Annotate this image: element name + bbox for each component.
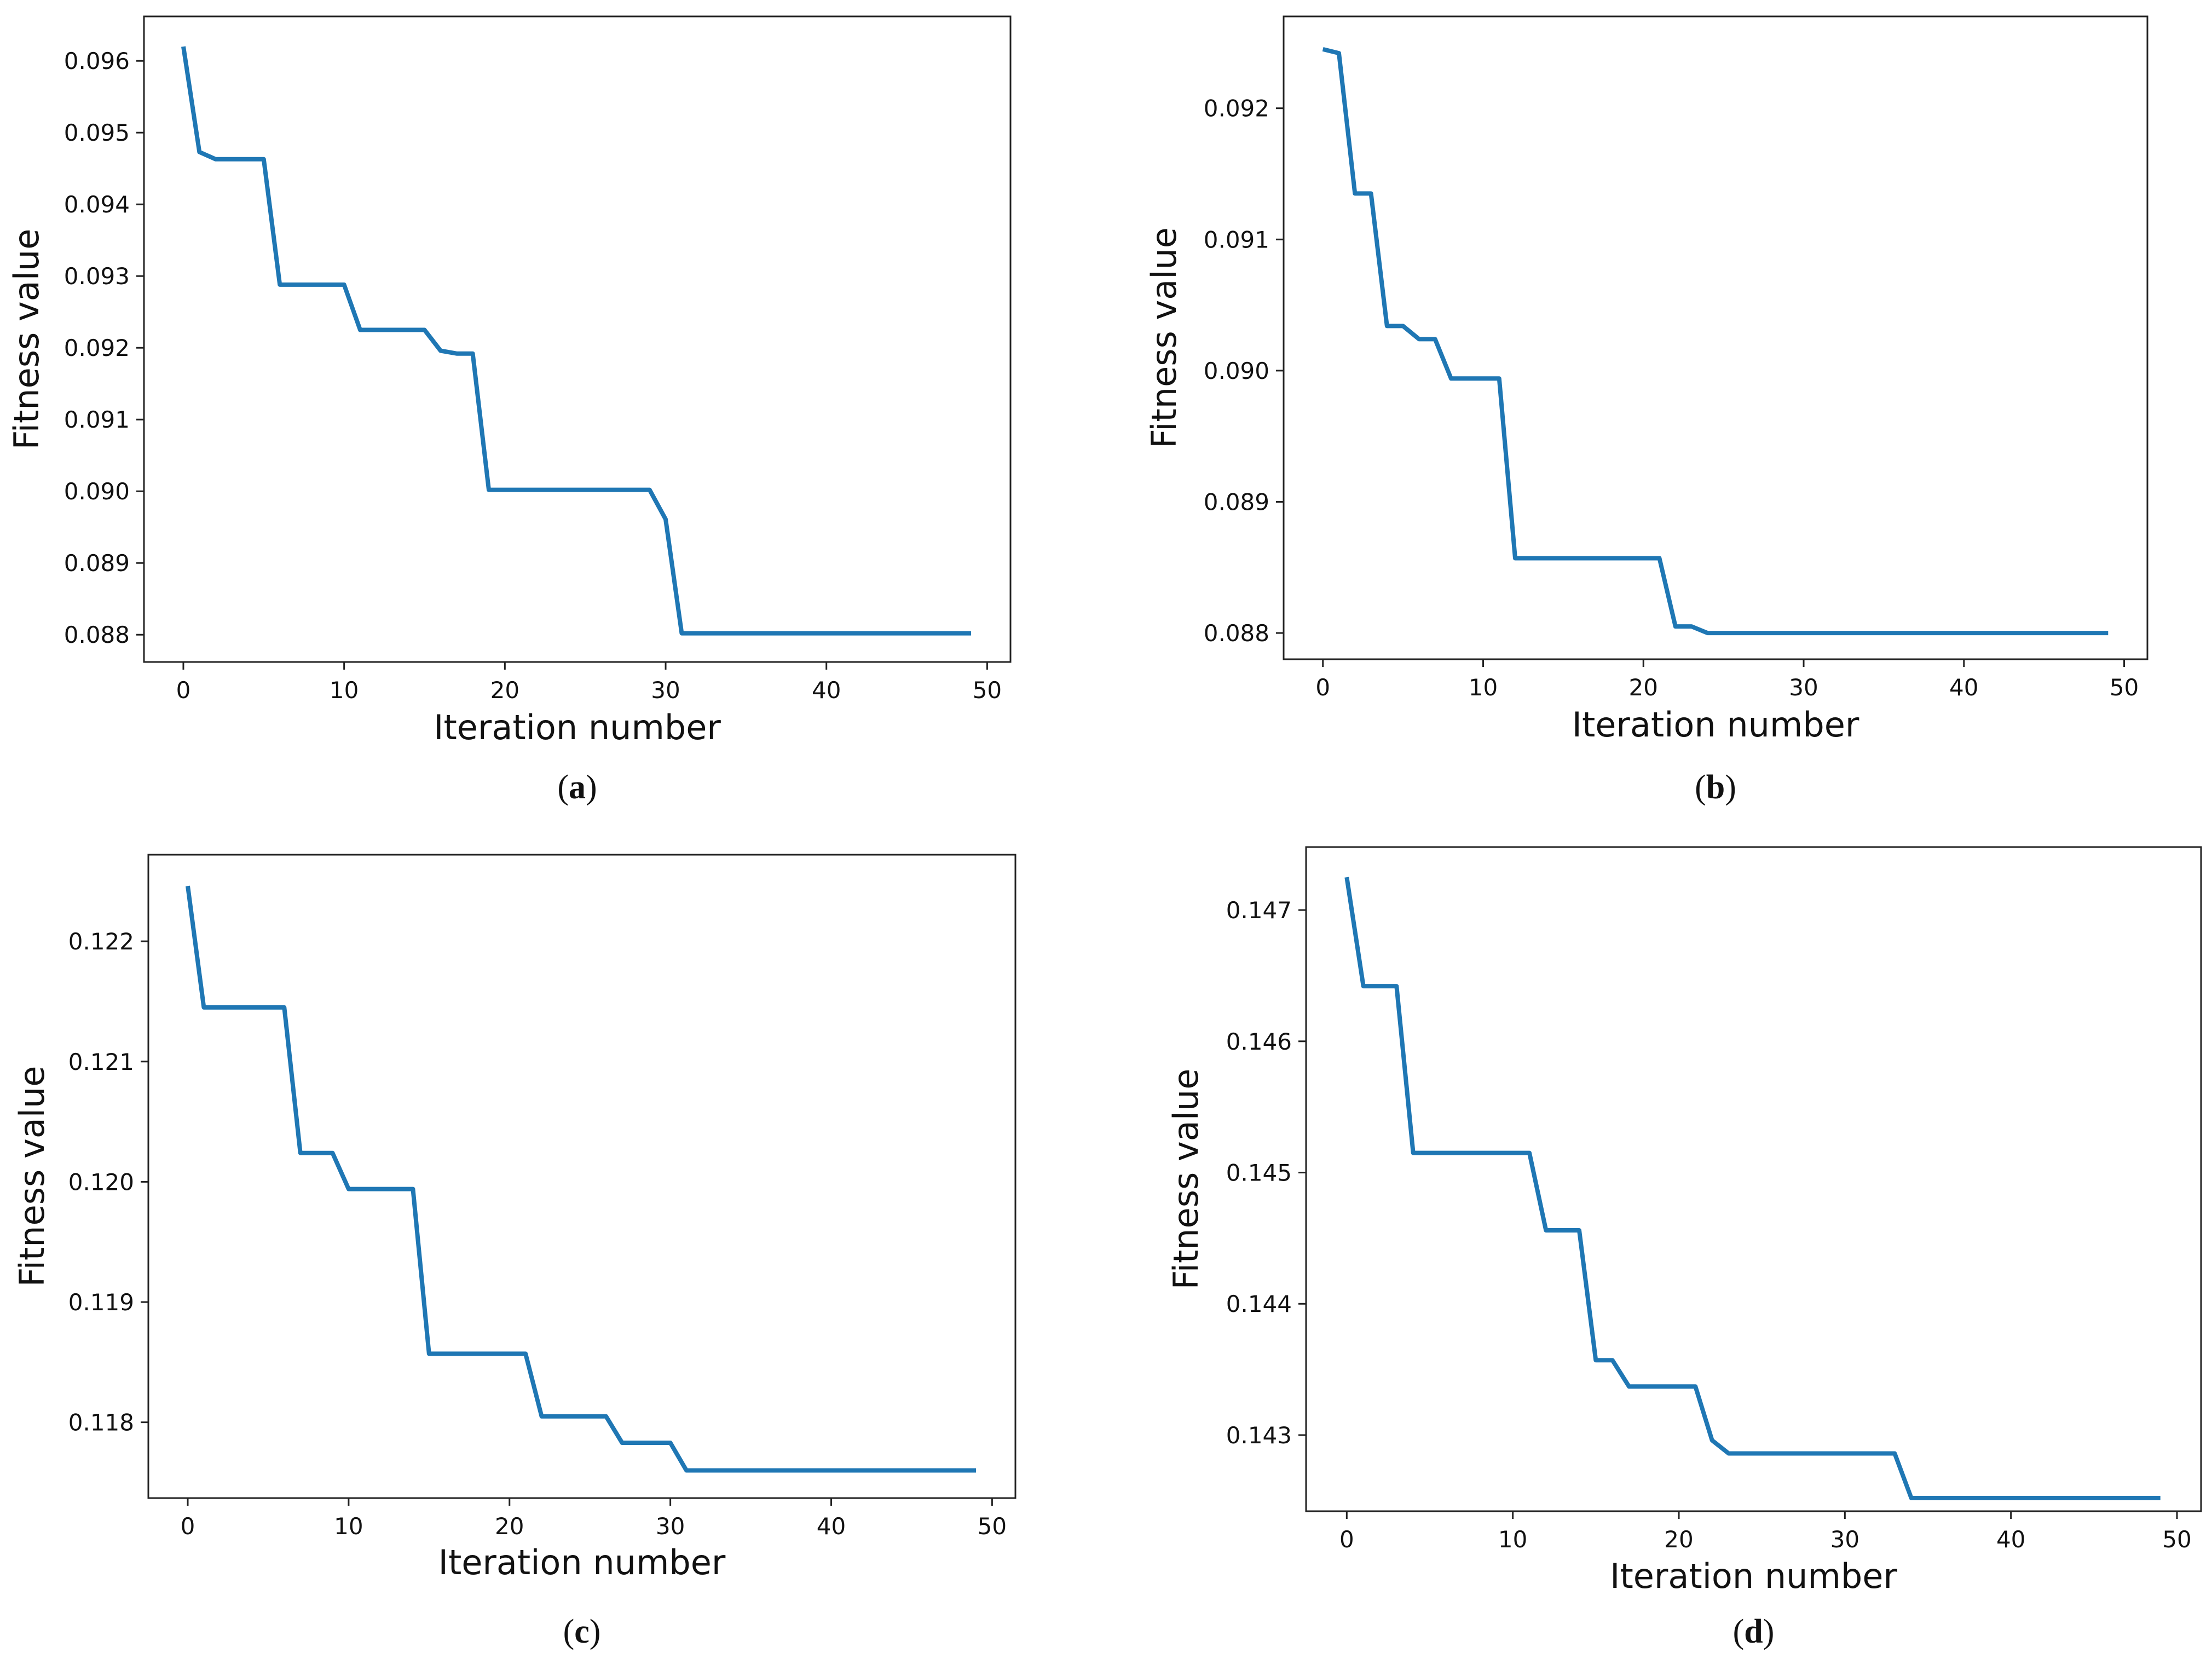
caption-open-paren: ( — [557, 769, 569, 806]
x-tick-label: 30 — [1830, 1526, 1859, 1553]
y-axis-label: Fitness value — [1144, 227, 1184, 448]
x-tick-label: 50 — [978, 1513, 1007, 1540]
plot-frame-b — [1283, 15, 2149, 660]
y-tick-label: 0.088 — [64, 621, 130, 648]
x-axis-label: Iteration number — [438, 1542, 726, 1582]
x-tick-label: 10 — [330, 677, 359, 704]
x-tick-label: 10 — [1469, 674, 1498, 701]
y-tick-label: 0.120 — [68, 1168, 134, 1195]
x-tick-label: 30 — [651, 677, 680, 704]
y-tick-label: 0.119 — [68, 1289, 134, 1316]
x-tick-label: 0 — [1339, 1526, 1354, 1553]
panel-caption-c: (c) — [563, 1613, 601, 1650]
panel-caption-a: (a) — [557, 769, 597, 806]
x-tick-label: 50 — [2110, 674, 2139, 701]
x-tick-label: 50 — [2162, 1526, 2191, 1553]
y-tick-label: 0.146 — [1226, 1028, 1292, 1055]
x-tick-label: 10 — [1498, 1526, 1527, 1553]
y-tick-label: 0.143 — [1226, 1422, 1292, 1449]
caption-close-paren: ) — [586, 769, 597, 806]
series-line-d — [1344, 877, 2161, 1500]
plot-frame-c — [147, 854, 1017, 1499]
x-tick-label: 30 — [1789, 674, 1818, 701]
y-tick-label: 0.096 — [64, 48, 130, 74]
x-tick-label: 40 — [1996, 1526, 2025, 1553]
x-tick-label: 0 — [181, 1513, 195, 1540]
panel-caption-d: (d) — [1733, 1613, 1775, 1650]
x-tick-label: 30 — [656, 1513, 685, 1540]
y-tick-label: 0.144 — [1226, 1291, 1292, 1317]
y-tick-label: 0.089 — [1204, 488, 1269, 515]
y-tick-label: 0.095 — [64, 119, 130, 146]
y-tick-label: 0.090 — [1204, 358, 1269, 384]
caption-letter: d — [1744, 1613, 1763, 1650]
y-tick-label: 0.145 — [1226, 1160, 1292, 1187]
caption-letter: b — [1706, 769, 1725, 806]
plot-frame-d — [1305, 846, 2202, 1512]
series-line-b — [1322, 47, 2109, 636]
series-line-c — [186, 885, 976, 1473]
x-tick-label: 20 — [1664, 1526, 1693, 1553]
chart-panel-c: 0 10 20 30 40 50 0.118 0.119 0.120 0.121 0.122 Iter… — [12, 854, 1017, 1650]
y-axis-label: Fitness value — [12, 1066, 52, 1287]
x-tick-label: 40 — [817, 1513, 846, 1540]
x-axis-label: Iteration number — [1610, 1556, 1897, 1596]
y-tick-label: 0.088 — [1204, 620, 1269, 647]
chart-panel-b: 0 10 20 30 40 50 0.088 0.089 0.090 0.091 0.092 Iter… — [1144, 15, 2149, 806]
caption-close-paren: ) — [1725, 769, 1736, 806]
chart-panel-d: 0 10 20 30 40 50 0.143 0.144 0.145 0.146 0.147 Iter… — [1166, 846, 2202, 1650]
panel-caption-b: (b) — [1695, 769, 1736, 806]
caption-open-paren: ( — [1733, 1613, 1745, 1650]
x-tick-label: 40 — [1949, 674, 1978, 701]
caption-close-paren: ) — [590, 1613, 601, 1650]
y-tick-label: 0.093 — [64, 263, 130, 290]
y-tick-label: 0.091 — [64, 406, 130, 433]
x-tick-label: 20 — [490, 677, 519, 704]
x-tick-label: 20 — [495, 1513, 524, 1540]
y-tick-label: 0.092 — [1204, 95, 1269, 122]
caption-letter: a — [569, 769, 586, 806]
caption-letter: c — [574, 1613, 590, 1650]
y-tick-label: 0.118 — [68, 1409, 134, 1436]
y-tick-label: 0.122 — [68, 928, 134, 955]
y-axis-label: Fitness value — [1166, 1069, 1206, 1290]
caption-open-paren: ( — [1695, 769, 1706, 806]
y-tick-label: 0.147 — [1226, 897, 1292, 924]
y-tick-label: 0.091 — [1204, 226, 1269, 253]
x-tick-label: 0 — [1315, 674, 1330, 701]
y-tick-label: 0.094 — [64, 191, 130, 218]
caption-close-paren: ) — [1763, 1613, 1775, 1650]
plot-frame-a — [143, 15, 1012, 663]
x-tick-label: 50 — [973, 677, 1002, 704]
x-tick-label: 10 — [334, 1513, 363, 1540]
x-tick-label: 20 — [1629, 674, 1658, 701]
y-tick-label: 0.090 — [64, 478, 130, 505]
x-axis-label: Iteration number — [434, 707, 721, 747]
caption-open-paren: ( — [563, 1613, 575, 1650]
series-line-a — [181, 46, 971, 636]
y-tick-label: 0.089 — [64, 550, 130, 577]
chart-panel-a: 0 10 20 30 40 50 0.088 0.089 0.090 0.091 0.092 0.09… — [7, 15, 1012, 806]
x-tick-label: 0 — [176, 677, 191, 704]
y-tick-label: 0.121 — [68, 1049, 134, 1075]
y-axis-label: Fitness value — [7, 229, 47, 450]
y-tick-label: 0.092 — [64, 335, 130, 361]
x-tick-label: 40 — [812, 677, 841, 704]
x-axis-label: Iteration number — [1572, 705, 1859, 745]
